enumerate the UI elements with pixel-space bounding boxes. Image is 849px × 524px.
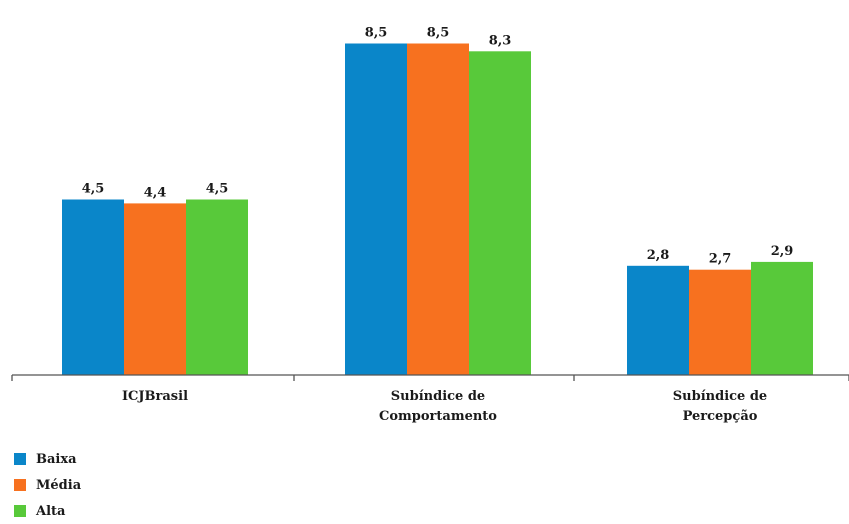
legend-label: Média [36, 477, 82, 493]
bar-baixa-0 [62, 199, 124, 375]
value-label-media-1: 8,5 [427, 26, 450, 41]
bar-media-0 [124, 203, 186, 375]
value-label-baixa-1: 8,5 [365, 26, 388, 41]
legend-item-baixa: Baixa [14, 446, 81, 472]
category-label-2-1: Percepção [683, 409, 758, 424]
legend-item-alta: Alta [14, 498, 81, 524]
value-label-baixa-2: 2,8 [647, 248, 670, 263]
legend-swatch [14, 453, 26, 465]
value-label-media-0: 4,4 [144, 185, 167, 200]
value-label-alta-0: 4,5 [206, 182, 229, 197]
legend-label: Baixa [36, 451, 77, 467]
bar-baixa-2 [627, 265, 689, 375]
category-label-1-0: Subíndice de [391, 389, 485, 404]
category-label-1-1: Comportamento [379, 409, 497, 424]
legend-item-media: Média [14, 472, 81, 498]
legend-label: Alta [36, 503, 66, 519]
value-label-baixa-0: 4,5 [82, 182, 105, 197]
legend: Baixa Média Alta [14, 446, 81, 524]
legend-swatch [14, 505, 26, 517]
x-axis-ticks [11, 375, 849, 381]
value-label-alta-1: 8,3 [489, 33, 512, 48]
category-label-2-0: Subíndice de [673, 389, 767, 404]
bar-alta-1 [469, 51, 531, 376]
category-labels-group: ICJBrasil Subíndice de Comportamento Subínd… [122, 389, 767, 424]
bar-media-1 [407, 43, 469, 375]
value-label-alta-2: 2,9 [771, 244, 794, 259]
bar-alta-0 [186, 199, 248, 375]
bars-group [62, 43, 813, 376]
bar-alta-2 [751, 261, 813, 375]
legend-swatch [14, 479, 26, 491]
bar-baixa-1 [345, 43, 407, 375]
category-label-0-0: ICJBrasil [122, 389, 188, 404]
value-labels-group: 4,5 4,4 4,5 8,5 8,5 8,3 2,8 2,7 2,9 [82, 26, 794, 267]
value-label-media-2: 2,7 [709, 252, 732, 267]
bar-media-2 [689, 269, 751, 375]
